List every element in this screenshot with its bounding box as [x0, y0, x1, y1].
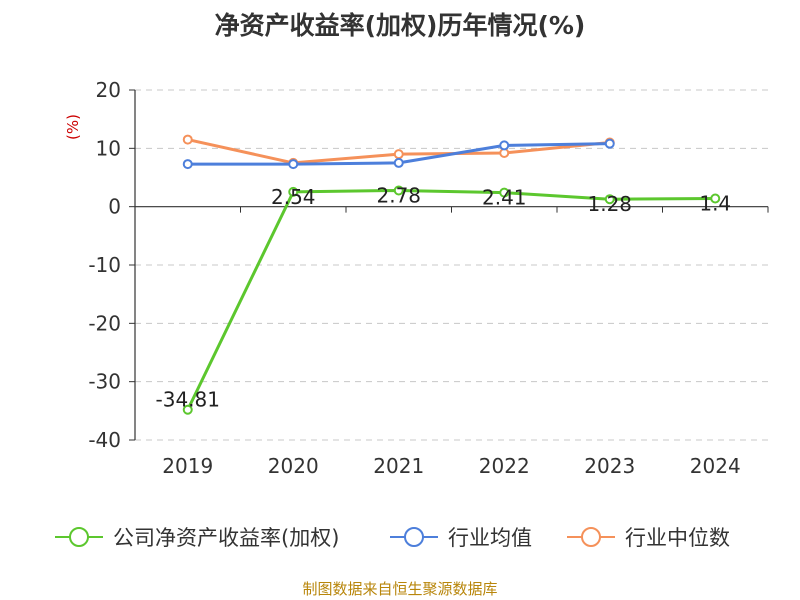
grid-lines — [135, 89, 768, 441]
legend-label: 行业中位数 — [625, 526, 730, 550]
data-point — [288, 159, 299, 170]
y-tick-label: 0 — [108, 195, 121, 219]
series-line — [186, 188, 716, 411]
y-tick-label: -10 — [88, 253, 121, 277]
legend: 公司净资产收益率(加权) 行业均值 行业中位数 — [55, 526, 730, 550]
data-point — [710, 193, 721, 204]
x-tick-label: 2023 — [584, 454, 635, 478]
y-tick-label: -20 — [88, 311, 121, 335]
legend-label: 公司净资产收益率(加权) — [113, 526, 339, 550]
y-tick-label: -40 — [88, 428, 121, 452]
data-label: 2.54 — [271, 185, 316, 209]
data-label: 2.41 — [482, 186, 527, 210]
data-point — [393, 157, 404, 168]
y-unit-label: (%) — [64, 114, 82, 140]
series-lines — [182, 134, 721, 415]
x-tick-label: 2019 — [162, 454, 213, 478]
legend-marker — [404, 527, 424, 547]
data-point — [604, 194, 615, 205]
data-point — [393, 185, 404, 196]
x-tick-label: 2021 — [373, 454, 424, 478]
data-labels: -34.81 2.54 2.78 2.41 1.28 1.4 — [156, 183, 732, 411]
y-tick-label: 10 — [96, 136, 121, 160]
data-point — [499, 140, 510, 151]
axes: 20 10 0 -10 -20 -30 -40 2019 2020 2021 2022 2023 202… — [64, 78, 769, 478]
chart-title: 净资产收益率(加权)历年情况(%) — [214, 11, 586, 40]
data-label: -34.81 — [156, 388, 220, 412]
data-point — [499, 187, 510, 198]
y-tick-label: -30 — [88, 370, 121, 394]
data-point — [182, 134, 193, 145]
y-tick-label: 20 — [96, 78, 121, 102]
data-point — [393, 149, 404, 160]
data-point — [288, 186, 299, 197]
legend-marker — [69, 527, 89, 547]
legend-marker — [581, 527, 601, 547]
data-point — [604, 138, 615, 149]
data-point — [182, 159, 193, 170]
x-tick-label: 2020 — [268, 454, 319, 478]
x-tick-label: 2024 — [690, 454, 741, 478]
data-label: 1.4 — [699, 192, 731, 216]
data-label: 2.78 — [376, 183, 421, 207]
data-label: 1.28 — [587, 192, 632, 216]
data-point — [182, 404, 193, 415]
x-tick-label: 2022 — [479, 454, 530, 478]
data-source-note: 制图数据来自恒生聚源数据库 — [302, 580, 498, 598]
legend-label: 行业均值 — [448, 526, 532, 550]
